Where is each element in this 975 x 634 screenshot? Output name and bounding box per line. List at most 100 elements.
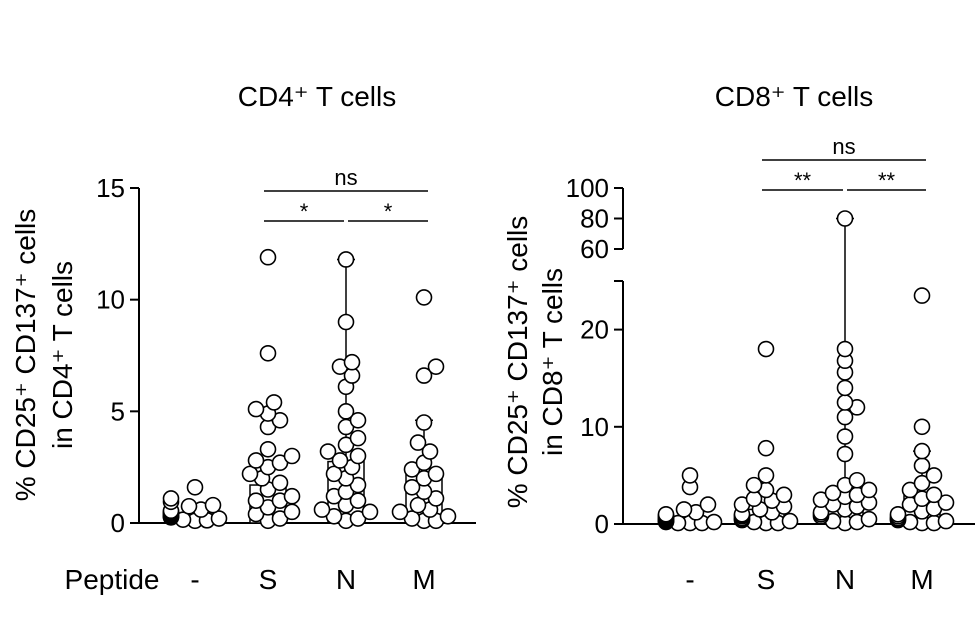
x-category-label: N [336, 564, 356, 595]
data-point [337, 313, 355, 331]
data-point [427, 465, 445, 483]
data-point [439, 507, 457, 525]
data-point [757, 467, 775, 484]
data-point [705, 513, 723, 531]
significance-label: ** [794, 168, 812, 193]
data-point [836, 340, 854, 358]
x-category-label: - [190, 564, 199, 595]
data-point [247, 400, 265, 418]
y-tick-label: 60 [580, 234, 609, 264]
data-point [925, 486, 943, 504]
data-point [403, 478, 421, 496]
data-point [349, 429, 367, 447]
data-point [937, 512, 955, 530]
panel1-ylabel-line2: in CD4⁺ T cells [47, 261, 78, 449]
panel1-plot: 0 5 10 15 - S N Mns * * [96, 165, 476, 595]
data-point [913, 457, 931, 474]
data-point [415, 367, 433, 384]
y-tick-label: 15 [96, 173, 125, 203]
y-tick-label: 0 [111, 508, 125, 538]
data-point [337, 403, 355, 420]
data-point [391, 503, 409, 521]
data-point [247, 452, 265, 469]
data-point [745, 476, 763, 494]
data-point [283, 503, 301, 521]
data-point [180, 497, 198, 515]
panel1-title: CD4⁺ T cells [238, 81, 396, 112]
data-point [259, 344, 277, 362]
significance-label: ns [334, 165, 357, 190]
data-point [848, 471, 866, 489]
panel2-ylabel-line1: % CD25⁺ CD137⁺ cells [502, 216, 533, 509]
y-tick-label: 80 [580, 204, 609, 234]
data-point [913, 418, 931, 436]
data-point [925, 467, 943, 484]
data-point [409, 434, 427, 451]
data-point [241, 465, 259, 483]
data-point [757, 340, 775, 358]
panel2-title: CD8⁺ T cells [715, 81, 873, 112]
significance-label: * [384, 199, 393, 224]
x-category-label: S [757, 564, 776, 595]
data-point [824, 484, 842, 502]
data-point [247, 492, 265, 509]
data-point [271, 474, 289, 492]
significance-label: ns [832, 134, 855, 159]
significance-label: ** [878, 168, 896, 193]
y-tick-label: 100 [566, 173, 609, 203]
data-point [331, 452, 349, 469]
data-point [325, 465, 343, 483]
data-point [681, 467, 699, 484]
data-point [675, 501, 693, 518]
data-point [343, 353, 361, 371]
data-point [349, 411, 367, 429]
panel1-ylabel-line1: % CD25⁺ CD137⁺ cells [10, 209, 41, 502]
x-row-label: Peptide [65, 564, 160, 595]
significance-label: * [300, 199, 309, 224]
data-point [860, 481, 878, 499]
y-tick-label: 10 [580, 412, 609, 442]
data-point [657, 505, 675, 523]
x-category-label: S [259, 564, 278, 595]
data-point [415, 289, 433, 306]
y-tick-label: 5 [111, 396, 125, 426]
data-point [349, 447, 367, 465]
data-point [421, 443, 439, 460]
data-point [361, 503, 379, 521]
data-point [836, 210, 854, 227]
data-point [913, 474, 931, 492]
data-point [860, 510, 878, 528]
y-tick-label: 10 [96, 285, 125, 315]
data-point [836, 445, 854, 463]
data-point [836, 428, 854, 445]
data-point [913, 287, 931, 304]
data-point [427, 358, 445, 375]
data-point [757, 439, 775, 457]
data-point [937, 494, 955, 511]
data-point [162, 490, 180, 507]
data-point [283, 447, 301, 465]
data-point [913, 442, 931, 460]
data-point [204, 496, 222, 514]
data-point [699, 496, 717, 513]
data-point [283, 487, 301, 505]
panel2-ylabel-line2: in CD8⁺ T cells [537, 268, 568, 456]
data-point [836, 379, 854, 397]
data-point [265, 394, 283, 411]
x-category-label: M [412, 564, 435, 595]
data-point [836, 394, 854, 411]
data-point [186, 478, 204, 496]
x-category-label: M [910, 564, 933, 595]
data-point [409, 496, 427, 514]
data-point [415, 414, 433, 431]
x-category-label: N [835, 564, 855, 595]
data-point [775, 486, 793, 504]
data-point [319, 443, 337, 460]
x-category-label: - [685, 564, 694, 595]
data-point [337, 251, 355, 268]
data-point [889, 505, 907, 523]
y-tick-label: 20 [580, 315, 609, 345]
data-point [781, 512, 799, 530]
